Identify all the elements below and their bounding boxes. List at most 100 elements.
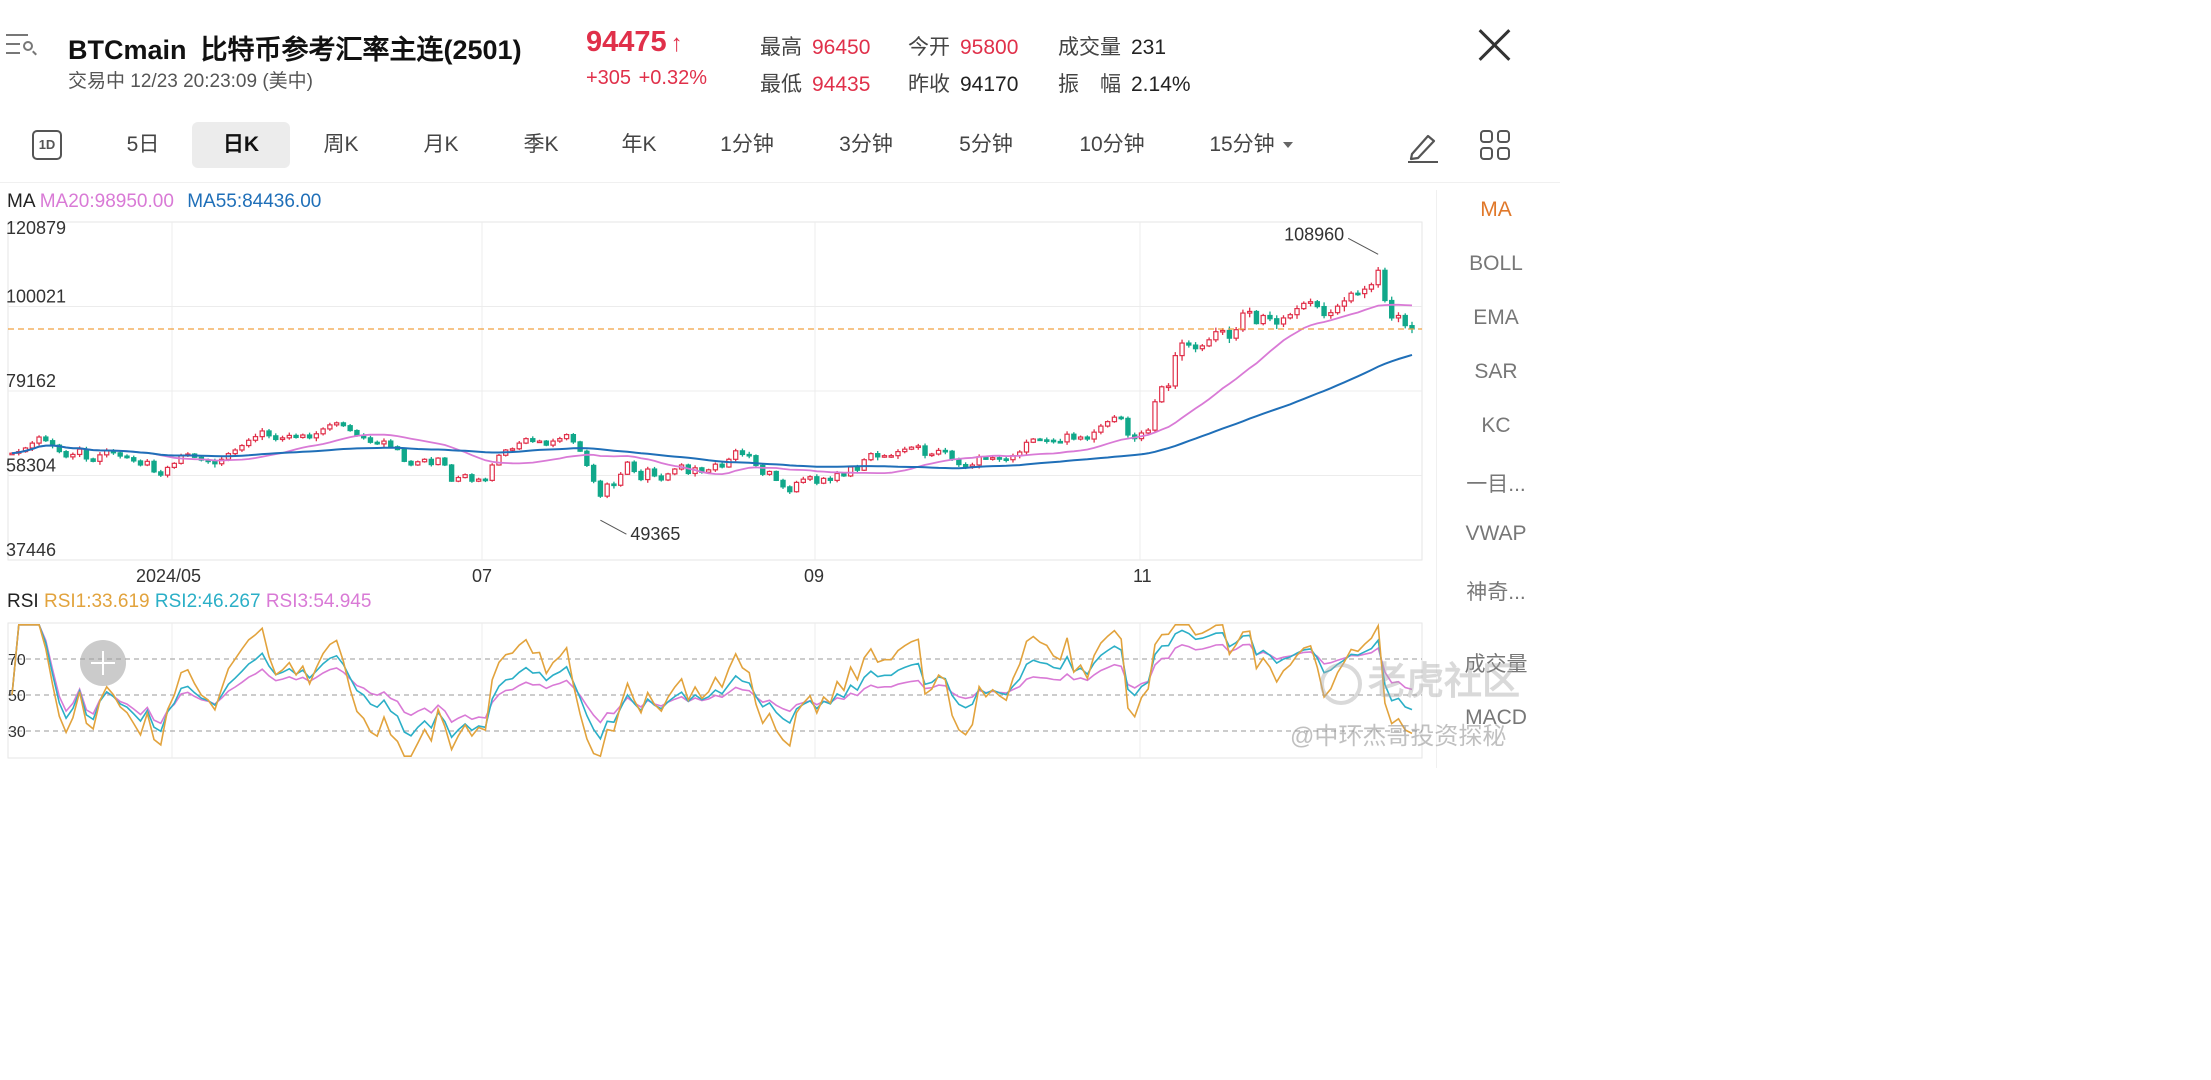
tab-daily-k[interactable]: 日K (192, 122, 290, 168)
indicator-kc[interactable]: KC (1481, 414, 1511, 437)
tab-3min[interactable]: 3分钟 (839, 133, 893, 156)
candle-down (590, 464, 597, 482)
tab-5min[interactable]: 5分钟 (959, 133, 1013, 156)
indicator-ma[interactable]: MA (1480, 198, 1512, 221)
candle-down (43, 436, 49, 442)
tiger-logo-icon (1320, 662, 1362, 705)
tab-5day[interactable]: 5日 (126, 133, 160, 156)
high-annotation-leader (1347, 237, 1379, 255)
indicator-boll[interactable]: BOLL (1469, 252, 1523, 275)
tab-monthly-k[interactable]: 月K (423, 133, 459, 156)
candle-up (895, 451, 901, 457)
candle-up (1287, 314, 1293, 319)
candle-up (624, 461, 631, 475)
candle-up (76, 448, 83, 456)
candle-down (787, 486, 793, 493)
candle-up (246, 439, 252, 447)
candle-down (448, 464, 455, 482)
candle-up (462, 474, 468, 479)
menu-search-icon[interactable] (6, 30, 38, 60)
pen-icon[interactable] (1404, 128, 1440, 164)
candle-up (902, 448, 908, 453)
candle-up (1361, 288, 1368, 295)
tab-weekly-k[interactable]: 周K (323, 133, 359, 156)
chevron-down-icon (1282, 142, 1293, 149)
candle-up (732, 450, 739, 460)
candle-up (563, 434, 570, 440)
high-annotation-label: 108960 (1284, 224, 1344, 244)
candle-down (1355, 292, 1361, 296)
y-tick-label: 58304 (6, 456, 56, 476)
ma-legend-label: MA (7, 191, 35, 212)
indicator-ema[interactable]: EMA (1473, 306, 1519, 329)
candle-down (1274, 318, 1280, 325)
candle-up (989, 457, 996, 460)
candle-up (820, 477, 827, 484)
candle-up (604, 483, 610, 497)
candle-up (929, 453, 935, 457)
candle-up (9, 452, 15, 456)
candle-down (401, 448, 407, 462)
candle-up (29, 442, 35, 449)
candle-down (1192, 344, 1199, 350)
close-icon[interactable] (1476, 26, 1514, 64)
candle-up (381, 440, 387, 445)
candle-up (1246, 310, 1253, 314)
indicator-vwap[interactable]: VWAP (1465, 522, 1527, 545)
price-chart[interactable]: 120879 100021 79162 58304 37446 2024/05 07 09 11… (0, 0, 1436, 768)
stat-open: 今开 95800 (908, 36, 1019, 59)
rsi-tick-label: 50 (8, 688, 26, 705)
indicator-panel: MA BOLL EMA SAR KC 一目... VWAP 神奇... 成交量 … (1436, 190, 1554, 768)
candle-up (333, 422, 340, 426)
one-day-icon[interactable]: 1D (32, 130, 62, 160)
candle-up (232, 449, 238, 455)
candle-down (266, 430, 272, 437)
candle-up (1328, 312, 1334, 317)
last-price-value: 94475 (586, 26, 667, 58)
x-tick-label: 09 (804, 566, 824, 586)
tab-yearly-k[interactable]: 年K (621, 133, 657, 156)
candle-down (124, 455, 130, 459)
rsi3-value: RSI3:54.945 (265, 591, 372, 612)
tab-15min[interactable]: 15分钟 (1196, 122, 1306, 168)
candle-up (327, 424, 333, 430)
candle-up (1172, 355, 1178, 387)
indicator-ichimoku[interactable]: 一目... (1466, 473, 1526, 496)
candle-up (1030, 438, 1036, 443)
candle-down (469, 474, 475, 482)
add-indicator-button[interactable] (80, 640, 126, 686)
tab-10min[interactable]: 10分钟 (1079, 133, 1145, 156)
candle-up (320, 428, 326, 435)
low-annotation-leader (600, 519, 627, 535)
rsi-tick-label: 70 (8, 652, 26, 669)
candle-up (259, 430, 265, 438)
indicator-magic[interactable]: 神奇... (1466, 581, 1526, 604)
candle-down (530, 438, 536, 443)
up-arrow-icon: ↑ (670, 30, 683, 57)
candle-down (340, 422, 347, 427)
candle-up (1179, 342, 1185, 357)
candle-down (962, 463, 969, 468)
candle-down (814, 476, 820, 484)
candle-up (800, 478, 807, 484)
rsi1-value: RSI1:33.619 (43, 591, 150, 612)
candle-up (1104, 421, 1111, 427)
x-tick-label: 07 (472, 566, 492, 586)
indicator-sar[interactable]: SAR (1474, 360, 1518, 383)
candle-down (388, 440, 394, 448)
candle-up (218, 458, 225, 465)
candle-down (651, 468, 658, 477)
tab-1min[interactable]: 1分钟 (720, 133, 774, 156)
candle-up (509, 448, 516, 451)
candle-up (888, 455, 894, 458)
candle-down (1044, 439, 1050, 442)
tab-quarterly-k[interactable]: 季K (523, 133, 559, 156)
candle-up (279, 437, 286, 441)
y-tick-label: 120879 (6, 218, 66, 238)
candle-up (252, 436, 259, 441)
candle-down (597, 480, 604, 497)
grid-icon[interactable] (1480, 130, 1512, 162)
candle-down (1267, 314, 1273, 320)
candle-down (1050, 439, 1057, 443)
candle-up (557, 438, 563, 442)
